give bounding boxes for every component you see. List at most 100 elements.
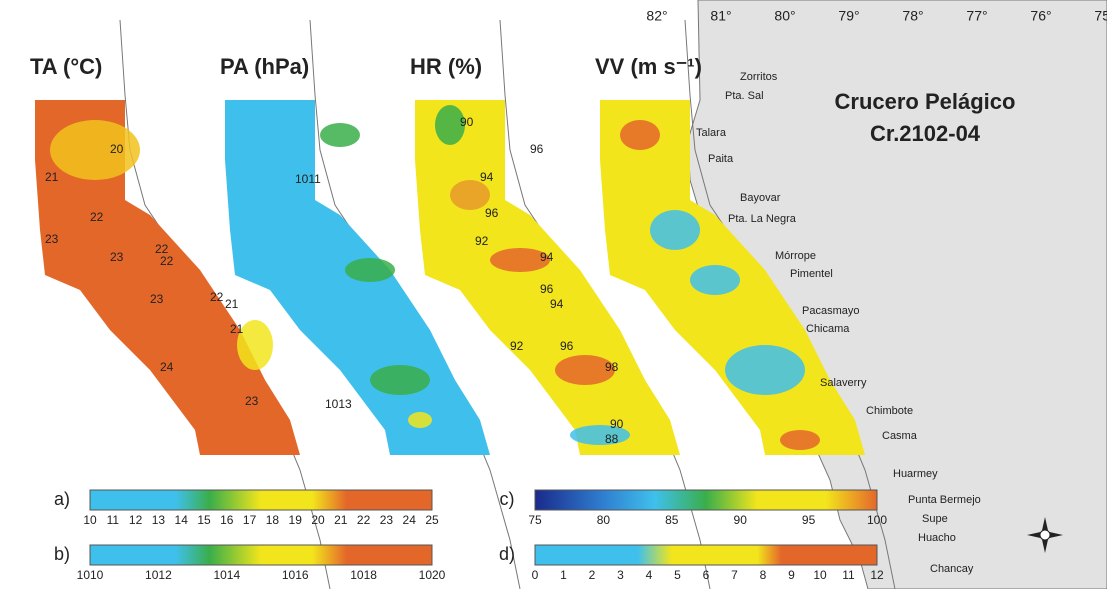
field-patch <box>690 265 740 295</box>
colorbar-tick: 9 <box>788 568 795 582</box>
place-label: Bayovar <box>740 192 781 204</box>
place-label: Talara <box>696 127 727 139</box>
contour-label: 22 <box>210 290 224 304</box>
contour-label: 23 <box>150 292 164 306</box>
colorbar-tick: 75 <box>528 513 542 527</box>
colorbar-tick: 5 <box>674 568 681 582</box>
field-patch <box>408 412 432 428</box>
colorbar <box>535 490 877 510</box>
contour-label: 23 <box>110 250 124 264</box>
colorbar-tick: 1014 <box>213 568 240 582</box>
place-label: Paita <box>708 153 734 165</box>
contour-label: 22 <box>90 210 104 224</box>
colorbar-tick: 18 <box>266 513 280 527</box>
field-patch <box>345 258 395 282</box>
field-patch <box>725 345 805 395</box>
place-label: Supe <box>922 513 948 525</box>
contour-label: 94 <box>540 250 554 264</box>
colorbar-tick: 10 <box>83 513 97 527</box>
contour-label: 92 <box>510 339 524 353</box>
longitude-label: 77° <box>966 8 987 24</box>
place-label: Huacho <box>918 532 956 544</box>
place-label: Casma <box>882 430 918 442</box>
place-label: Chimbote <box>866 405 913 417</box>
contour-label: 92 <box>475 234 489 248</box>
contour-label: 94 <box>550 297 564 311</box>
field-patch <box>450 180 490 210</box>
map-title: Crucero Pelágico <box>835 89 1016 114</box>
longitude-label: 76° <box>1030 8 1051 24</box>
colorbar <box>535 545 877 565</box>
place-label: Mórrope <box>775 250 816 262</box>
colorbar-tick: 13 <box>152 513 166 527</box>
longitude-label: 81° <box>710 8 731 24</box>
field-patch <box>370 365 430 395</box>
panel-title: HR (%) <box>410 54 482 79</box>
contour-label: 88 <box>605 432 619 446</box>
longitude-label: 75° <box>1094 8 1107 24</box>
contour-label: 23 <box>45 232 59 246</box>
colorbar-tick: 1018 <box>350 568 377 582</box>
place-label: Huarmey <box>893 468 938 480</box>
colorbar-tick: 1010 <box>77 568 104 582</box>
contour-label: 96 <box>530 142 544 156</box>
place-label: Zorritos <box>740 71 778 83</box>
contour-label: 21 <box>230 322 244 336</box>
colorbar-tick: 90 <box>734 513 748 527</box>
colorbar <box>90 545 432 565</box>
colorbar-tick: 3 <box>617 568 624 582</box>
colorbar-tick: 14 <box>175 513 189 527</box>
place-label: Chancay <box>930 563 974 575</box>
contour-label: 94 <box>480 170 494 184</box>
colorbar-letter: b) <box>54 544 70 564</box>
contour-label: 96 <box>540 282 554 296</box>
colorbar-tick: 1016 <box>282 568 309 582</box>
contour-label: 96 <box>485 206 499 220</box>
colorbar-tick: 11 <box>842 568 855 582</box>
colorbar-tick: 7 <box>731 568 738 582</box>
colorbar <box>90 490 432 510</box>
panel-title: VV (m s⁻¹) <box>595 54 702 79</box>
colorbar-tick: 2 <box>589 568 596 582</box>
panel-title: PA (hPa) <box>220 54 309 79</box>
field-patch <box>650 210 700 250</box>
colorbar-tick: 0 <box>532 568 539 582</box>
colorbar-letter: d) <box>499 544 515 564</box>
colorbar-tick: 95 <box>802 513 816 527</box>
contour-label: 1011 <box>295 172 321 186</box>
colorbar-tick: 20 <box>311 513 325 527</box>
colorbar-tick: 15 <box>197 513 211 527</box>
colorbar-tick: 4 <box>646 568 653 582</box>
place-label: Salaverry <box>820 377 867 389</box>
contour-label: 24 <box>160 360 174 374</box>
place-label: Chicama <box>806 323 850 335</box>
colorbar-tick: 1 <box>560 568 567 582</box>
colorbar-tick: 1020 <box>419 568 446 582</box>
contour-label: 96 <box>560 339 574 353</box>
colorbar-tick: 17 <box>243 513 257 527</box>
place-label: Pta. Sal <box>725 90 764 102</box>
colorbar-tick: 1012 <box>145 568 172 582</box>
longitude-label: 82° <box>646 8 667 24</box>
contour-label: 22 <box>160 254 174 268</box>
colorbar-tick: 22 <box>357 513 371 527</box>
colorbar-tick: 11 <box>107 513 120 527</box>
figure: TA (°C)20212223232222232221212423PA (hPa… <box>0 0 1107 589</box>
longitude-label: 80° <box>774 8 795 24</box>
contour-label: 98 <box>605 360 619 374</box>
contour-label: 90 <box>610 417 624 431</box>
colorbar-tick: 8 <box>760 568 767 582</box>
contour-label: 20 <box>110 142 124 156</box>
colorbar-tick: 21 <box>334 513 348 527</box>
colorbar-tick: 80 <box>597 513 611 527</box>
field-patch <box>780 430 820 450</box>
contour-label: 90 <box>460 115 474 129</box>
place-label: Pta. La Negra <box>728 213 797 225</box>
colorbar-tick: 10 <box>813 568 827 582</box>
longitude-label: 79° <box>838 8 859 24</box>
colorbar-letter: c) <box>500 489 515 509</box>
colorbar-tick: 25 <box>425 513 439 527</box>
colorbar-tick: 16 <box>220 513 234 527</box>
contour-label: 21 <box>45 170 59 184</box>
panel-title: TA (°C) <box>30 54 102 79</box>
